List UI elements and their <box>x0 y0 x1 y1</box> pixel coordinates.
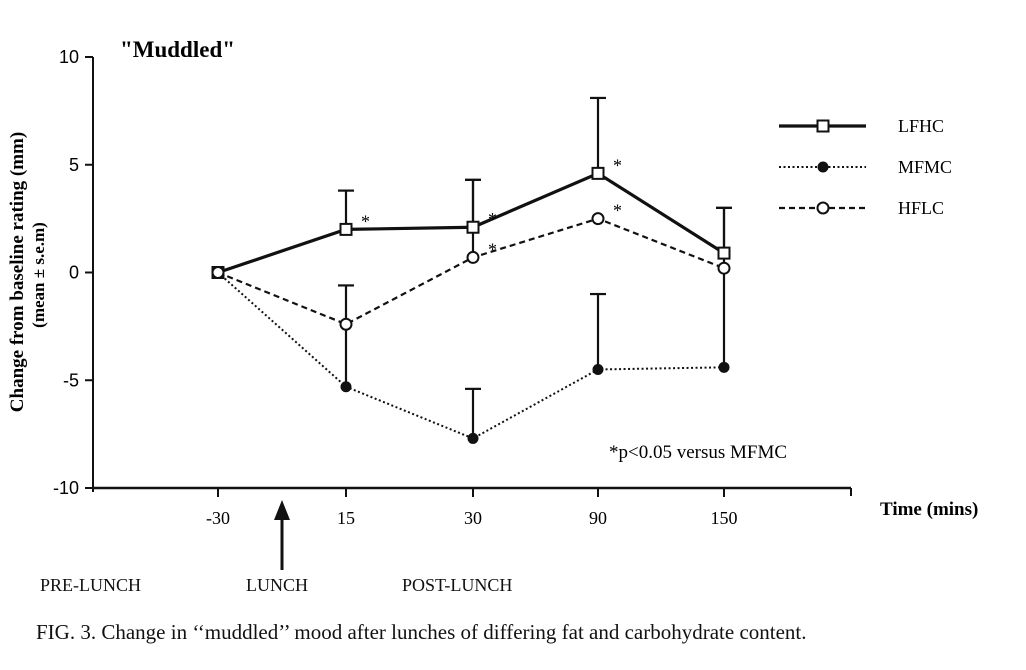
lunch-arrow-head <box>274 500 290 520</box>
legend-label-mfmc: MFMC <box>898 157 952 177</box>
chart-title: "Muddled" <box>120 37 235 62</box>
data-point-mfmc <box>467 432 479 444</box>
legend: LFHC MFMC HFLC <box>779 116 952 218</box>
series-line-hflc <box>217 217 725 326</box>
y-tick-label: -5 <box>63 370 79 390</box>
data-point-lfhc <box>591 166 605 180</box>
data-point-hflc <box>339 317 353 331</box>
legend-marker-mfmc <box>817 161 829 173</box>
data-point-mfmc <box>340 381 352 393</box>
y-tick-label: 0 <box>69 263 79 283</box>
phase-label-pre-lunch: PRE-LUNCH <box>40 575 142 595</box>
data-point-hflc <box>591 212 605 226</box>
x-tick-label: 90 <box>589 508 607 528</box>
data-point-lfhc <box>717 246 731 260</box>
x-tick-label: -30 <box>206 508 230 528</box>
error-bars <box>338 96 732 439</box>
y-tick-label: 10 <box>59 47 79 67</box>
data-point-lfhc <box>339 222 353 236</box>
legend-label-lfhc: LFHC <box>898 116 944 136</box>
legend-marker-lfhc <box>816 119 830 133</box>
phase-label-lunch: LUNCH <box>246 575 308 595</box>
y-tick-label: 5 <box>69 155 79 175</box>
series-markers <box>211 166 731 444</box>
data-point-mfmc <box>718 361 730 373</box>
series-lines <box>217 171 725 440</box>
legend-marker-hflc <box>816 201 830 215</box>
y-axis-sublabel: (mean ± s.e.m) <box>29 222 48 328</box>
y-axis-label: Change from baseline rating (mm) <box>7 132 28 412</box>
chart-labels: 10 5 0 -5 -10 -30 15 30 90 150 "Muddled" Change fro… <box>7 37 978 528</box>
significance-star: * <box>488 239 497 259</box>
significance-star: * <box>488 209 497 229</box>
series-line-mfmc <box>217 271 725 440</box>
significance-annotation: *p<0.05 versus MFMC <box>609 442 787 463</box>
y-tick-label: -10 <box>53 478 79 498</box>
significance-star: * <box>613 201 622 221</box>
data-point-hflc <box>211 266 225 279</box>
data-point-mfmc <box>592 363 604 375</box>
x-tick-label: 30 <box>464 508 482 528</box>
x-tick-label: 15 <box>337 508 355 528</box>
significance-star: * <box>613 155 622 175</box>
x-axis-label: Time (mins) <box>880 499 978 520</box>
axes <box>85 56 852 570</box>
data-point-hflc <box>466 250 480 264</box>
significance-star: * <box>361 211 370 231</box>
figure-caption: FIG. 3. Change in ‘‘muddled’’ mood after… <box>36 620 807 644</box>
phase-label-post-lunch: POST-LUNCH <box>402 575 513 595</box>
legend-label-hflc: HFLC <box>898 198 944 218</box>
muddled-chart: 10 5 0 -5 -10 -30 15 30 90 150 "Muddled" Change fro… <box>7 37 978 570</box>
data-point-lfhc <box>466 220 480 234</box>
data-point-hflc <box>717 261 731 275</box>
x-tick-label: 150 <box>711 508 738 528</box>
